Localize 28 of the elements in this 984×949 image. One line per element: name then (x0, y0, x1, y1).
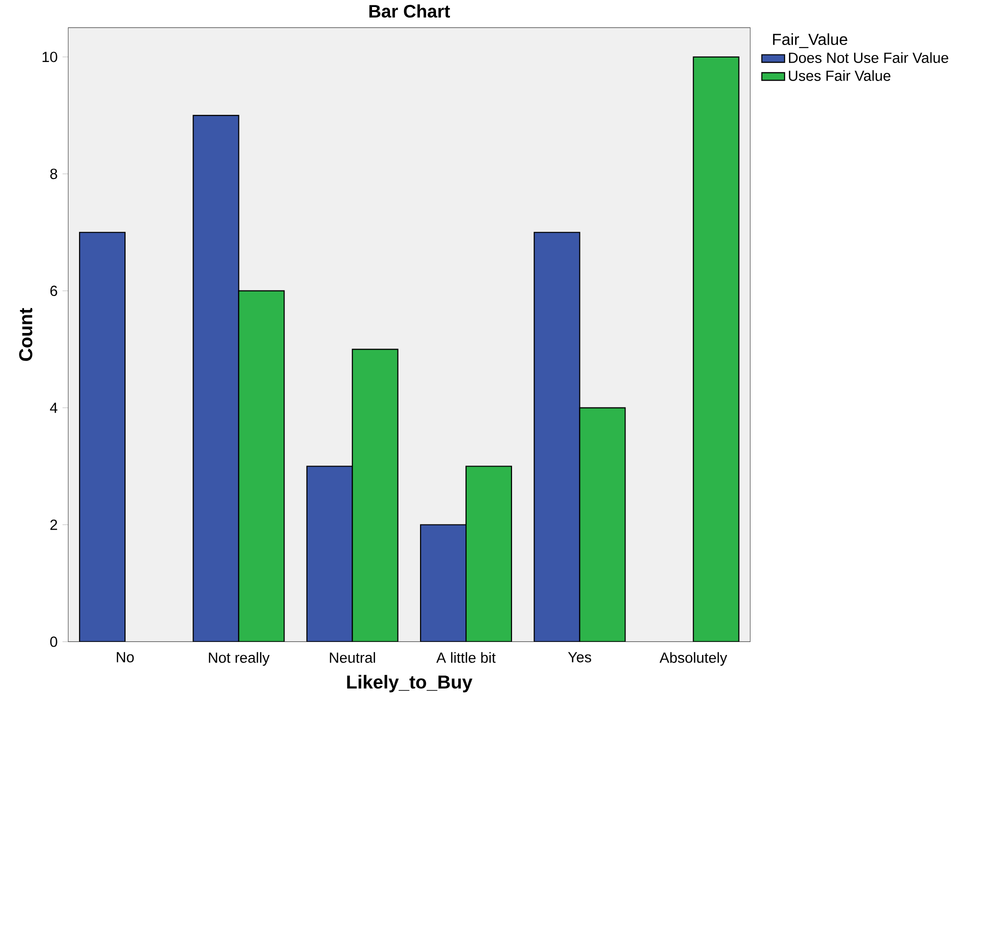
x-tick-label: A little bit (436, 652, 496, 664)
y-tick-label: 0 (50, 636, 58, 648)
x-axis-title: Likely_to_Buy (347, 675, 472, 692)
y-tick-label: 6 (50, 286, 58, 296)
bar (238, 290, 284, 642)
y-tick-label: 2 (50, 520, 58, 530)
x-tick-label: Absolutely (660, 652, 728, 666)
x-tick-label: Neutral (330, 652, 376, 664)
bar (352, 349, 398, 642)
bar (466, 466, 512, 642)
x-tick-label: Not really (208, 652, 270, 666)
legend-label: Uses Fair Value (788, 70, 890, 82)
bar (79, 232, 126, 642)
bar (534, 232, 580, 642)
y-axis-title: Count (19, 308, 32, 362)
y-tick-label: 8 (50, 168, 58, 180)
legend-title: Fair_Value (773, 33, 848, 48)
legend-label: Does Not Use Fair Value (789, 52, 948, 64)
y-tick-label: 4 (50, 402, 58, 413)
y-tick-label: 10 (42, 52, 58, 62)
bar (420, 524, 466, 642)
chart-title: Bar Chart (369, 4, 450, 18)
bar (193, 116, 239, 642)
x-tick-label: Yes (568, 652, 592, 662)
x-tick-label: No (116, 652, 134, 662)
bar (306, 466, 352, 642)
bar (692, 56, 740, 642)
bar (579, 407, 626, 642)
